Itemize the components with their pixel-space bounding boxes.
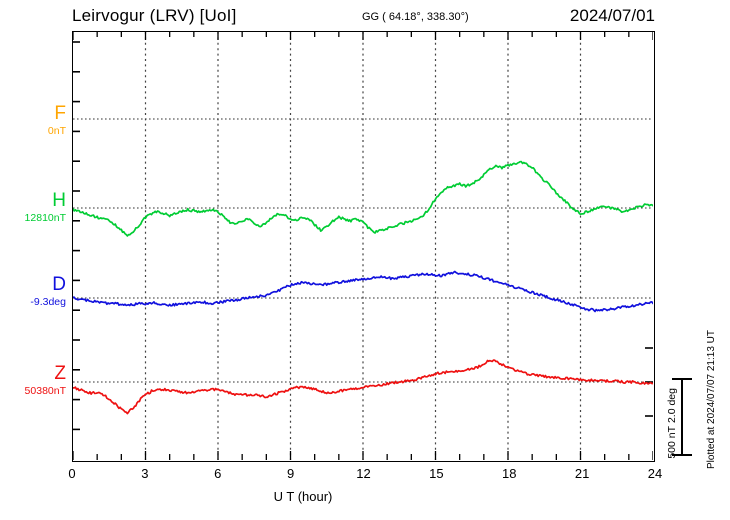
x-tick-label: 15 (429, 466, 444, 481)
scale-bar-nt: 500 nT (666, 425, 678, 459)
component-value-d: -9.3deg (30, 296, 66, 308)
component-letter-z: Z (54, 363, 66, 384)
component-value-f: 0nT (47, 125, 66, 137)
x-tick-label: 6 (214, 466, 222, 481)
x-tick-label: 21 (574, 466, 590, 481)
x-axis-title: U T (hour) (0, 489, 730, 504)
scale-bar-label: 500 nT 2.0 deg (666, 388, 678, 459)
x-tick-label: 0 (68, 466, 76, 481)
geographic-coordinates: GG ( 64.18°, 338.30°) (362, 11, 469, 23)
magnetogram-plot (72, 31, 655, 462)
component-value-h: 12810nT (24, 212, 66, 224)
component-label-d: D -9.3deg (6, 275, 66, 308)
x-tick-label: 18 (502, 466, 517, 481)
date-label: 2024/07/01 (569, 6, 655, 25)
scale-bar-bottom-cap (672, 454, 692, 456)
scale-bar-top-cap (672, 378, 692, 380)
component-label-z: Z 50380nT (6, 364, 66, 397)
plotted-at-timestamp: Plotted at 2024/07/07 21:13 UT (706, 330, 717, 469)
page-title: Leirvogur (LRV) [UoI] (72, 6, 237, 25)
component-label-f: F 0nT (6, 104, 66, 137)
component-letter-d: D (52, 274, 66, 295)
component-letter-f: F (54, 103, 66, 124)
x-tick-label: 9 (287, 466, 295, 481)
component-label-h: H 12810nT (6, 191, 66, 224)
x-tick-label: 3 (141, 466, 149, 481)
scale-bar (681, 378, 683, 455)
plot-canvas (73, 32, 654, 461)
plot-svg (73, 32, 653, 460)
component-letter-h: H (52, 190, 66, 211)
x-axis-title-text: U T (hour) (273, 489, 333, 504)
x-tick-label: 12 (356, 466, 371, 481)
scale-bar-deg: 2.0 deg (666, 388, 678, 424)
x-tick-label: 24 (647, 466, 663, 481)
component-value-z: 50380nT (24, 385, 66, 397)
